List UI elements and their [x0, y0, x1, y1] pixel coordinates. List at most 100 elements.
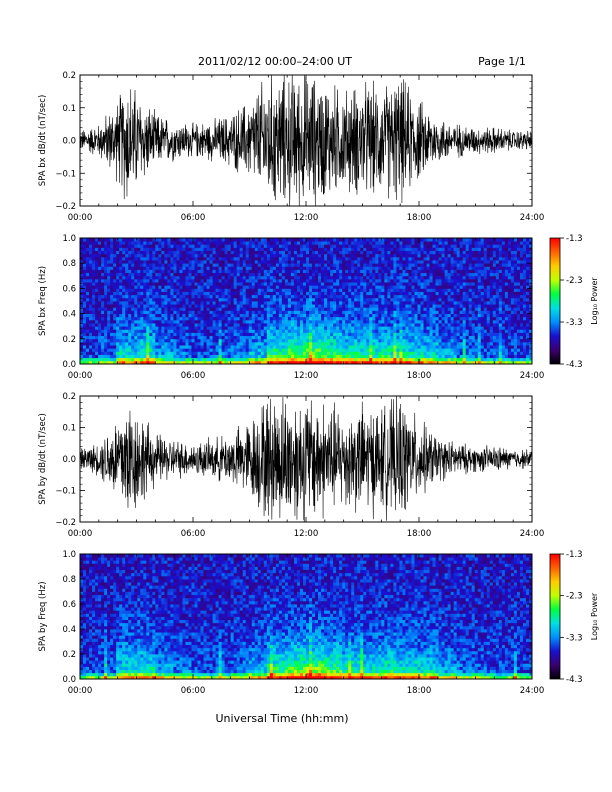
heatmap-cell — [101, 354, 105, 359]
figure-title: 2011/02/12 00:00–24:00 UT — [198, 55, 352, 68]
heatmap-cell — [260, 297, 265, 302]
heatmap-cell — [179, 272, 183, 277]
heatmap-cell — [131, 360, 135, 364]
heatmap-cell — [351, 310, 355, 314]
heatmap-cell — [293, 278, 298, 283]
heatmap-cell — [393, 307, 397, 311]
heatmap-cell — [161, 247, 165, 251]
heatmap-cell — [173, 282, 177, 286]
heatmap-cell — [227, 332, 232, 337]
heatmap-cell — [360, 307, 364, 311]
heatmap-cell — [230, 354, 235, 359]
heatmap-cell — [245, 323, 250, 327]
heatmap-cell — [236, 319, 241, 324]
heatmap-cell — [83, 304, 87, 308]
heatmap-cell — [408, 357, 412, 362]
heatmap-cell — [251, 360, 256, 364]
heatmap-cell — [242, 269, 247, 274]
heatmap-cell — [89, 297, 93, 302]
heatmap-cell — [185, 282, 189, 286]
heatmap-cell — [372, 348, 376, 352]
heatmap-cell — [281, 238, 286, 242]
heatmap-cell — [194, 354, 198, 359]
heatmap-cell — [245, 332, 250, 337]
heatmap-cell — [245, 263, 250, 267]
heatmap-cell — [281, 307, 286, 311]
heatmap-cell — [324, 250, 328, 255]
heatmap-cell — [299, 301, 304, 305]
heatmap-cell — [387, 247, 391, 251]
heatmap-cell — [345, 256, 349, 261]
heatmap-cell — [173, 310, 177, 314]
heatmap-cell — [321, 332, 325, 337]
heatmap-cell — [227, 269, 232, 274]
heatmap-cell — [224, 238, 229, 242]
heatmap-cell — [393, 241, 397, 245]
heatmap-cell — [161, 253, 165, 258]
heatmap-cell — [164, 332, 168, 337]
heatmap-cell — [134, 272, 138, 277]
heatmap-cell — [215, 307, 220, 311]
heatmap-cell — [236, 282, 241, 286]
heatmap-cell — [233, 335, 238, 340]
heatmap-cell — [257, 282, 262, 286]
heatmap-cell — [426, 348, 430, 352]
heatmap-cell — [336, 313, 340, 318]
heatmap-cell — [182, 316, 186, 321]
heatmap-cell — [402, 310, 406, 314]
heatmap-cell — [179, 307, 183, 311]
heatmap-cell — [83, 253, 87, 258]
heatmap-cell — [167, 297, 171, 302]
heatmap-cell — [197, 272, 201, 277]
heatmap-cell — [80, 238, 84, 242]
heatmap-cell — [290, 250, 295, 255]
heatmap-cell — [275, 316, 280, 321]
heatmap-cell — [299, 263, 304, 267]
heatmap-cell — [128, 272, 132, 277]
heatmap-cell — [233, 360, 238, 364]
heatmap-cell — [432, 275, 436, 280]
heatmap-cell — [248, 285, 253, 289]
heatmap-cell — [408, 345, 412, 349]
heatmap-cell — [333, 338, 337, 343]
heatmap-cell — [227, 326, 232, 330]
heatmap-cell — [248, 250, 253, 255]
heatmap-cell — [372, 316, 376, 321]
heatmap-cell — [206, 260, 210, 264]
heatmap-cell — [257, 357, 262, 362]
heatmap-cell — [278, 288, 283, 292]
heatmap-cell — [281, 326, 286, 330]
heatmap-cell — [107, 301, 111, 305]
heatmap-cell — [266, 241, 271, 245]
heatmap-cell — [230, 263, 235, 267]
heatmap-cell — [312, 291, 316, 296]
heatmap-cell — [179, 354, 183, 359]
heatmap-cell — [185, 301, 189, 305]
heatmap-cell — [92, 266, 96, 270]
heatmap-cell — [230, 250, 235, 255]
heatmap-cell — [321, 278, 325, 283]
heatmap-cell — [269, 304, 274, 308]
heatmap-cell — [405, 316, 409, 321]
heatmap-cell — [414, 351, 418, 355]
heatmap-cell — [312, 307, 316, 311]
heatmap-cell — [221, 272, 226, 277]
heatmap-cell — [131, 341, 135, 346]
heatmap-cell — [399, 316, 403, 321]
heatmap-cell — [119, 275, 123, 280]
heatmap-cell — [272, 260, 277, 264]
heatmap-cell — [381, 348, 385, 352]
heatmap-cell — [348, 332, 352, 337]
heatmap-cell — [89, 307, 93, 311]
heatmap-cell — [92, 282, 96, 286]
heatmap-cell — [321, 323, 325, 327]
heatmap-cell — [128, 310, 132, 314]
heatmap-cell — [248, 338, 253, 343]
heatmap-cell — [137, 354, 141, 359]
heatmap-cell — [278, 304, 283, 308]
heatmap-cell — [164, 269, 168, 274]
heatmap-cell — [435, 335, 439, 340]
heatmap-cell — [408, 244, 412, 248]
heatmap-cell — [348, 357, 352, 362]
heatmap-cell — [290, 357, 295, 362]
